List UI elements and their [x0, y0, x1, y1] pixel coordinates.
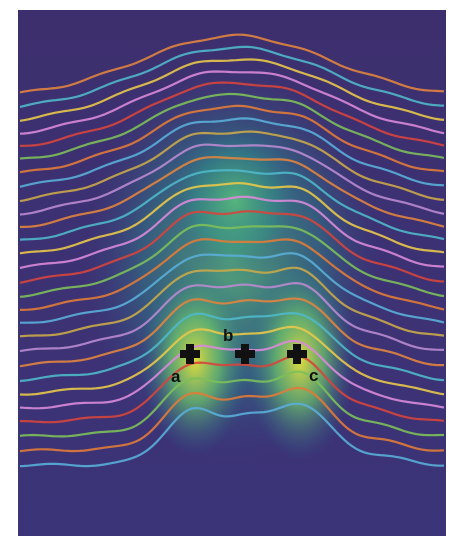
curve — [19, 297, 444, 368]
curve — [19, 210, 445, 284]
curve — [19, 402, 445, 468]
curve — [19, 143, 445, 216]
curve — [19, 223, 445, 298]
curve — [19, 45, 445, 108]
peak-label: b — [223, 326, 233, 345]
curve — [19, 169, 445, 241]
curve — [19, 130, 445, 203]
curve — [19, 311, 445, 383]
peak-label: c — [309, 366, 318, 385]
curve — [19, 238, 445, 311]
curve — [19, 266, 445, 338]
waterfall-curves — [19, 33, 445, 468]
curve — [19, 281, 445, 353]
curve — [19, 70, 445, 135]
markers — [180, 344, 307, 364]
curve — [19, 325, 445, 396]
cross-marker — [235, 344, 255, 364]
curve — [19, 104, 445, 174]
curve — [19, 33, 445, 94]
cross-marker — [287, 344, 307, 364]
curve — [19, 92, 445, 160]
cross-marker — [180, 344, 200, 364]
curve — [19, 339, 445, 410]
curve — [19, 370, 444, 438]
curve — [19, 156, 445, 229]
curve — [19, 58, 445, 122]
curve — [20, 252, 445, 324]
curve — [19, 81, 445, 147]
peak-label: a — [171, 367, 181, 386]
curve — [19, 195, 445, 270]
curve — [19, 117, 445, 188]
curve — [19, 386, 445, 453]
glow — [140, 265, 250, 455]
curve — [19, 182, 445, 255]
curve — [20, 354, 445, 424]
